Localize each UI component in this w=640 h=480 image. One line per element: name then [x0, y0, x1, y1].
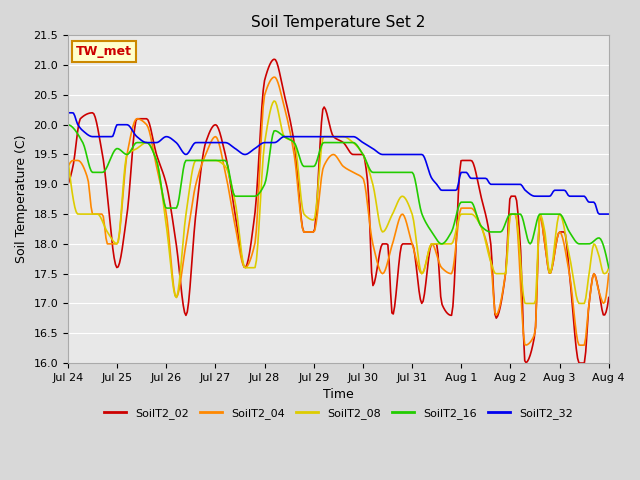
SoilT2_32 — [605, 211, 612, 217]
SoilT2_08 — [241, 264, 248, 270]
SoilT2_02 — [129, 141, 137, 147]
SoilT2_08 — [605, 265, 612, 271]
SoilT2_08 — [129, 147, 137, 153]
SoilT2_32 — [454, 181, 462, 187]
SoilT2_16 — [278, 132, 286, 138]
SoilT2_16 — [457, 199, 465, 205]
SoilT2_16 — [129, 144, 137, 149]
SoilT2_16 — [64, 122, 72, 128]
SoilT2_02 — [577, 360, 584, 366]
SoilT2_02 — [241, 264, 248, 270]
SoilT2_32 — [129, 129, 137, 134]
SoilT2_04 — [64, 164, 72, 169]
SoilT2_16 — [241, 193, 248, 199]
SoilT2_04 — [605, 271, 612, 276]
SoilT2_08 — [270, 98, 278, 104]
SoilT2_04 — [270, 74, 278, 80]
SoilT2_04 — [456, 210, 463, 216]
SoilT2_04 — [458, 205, 466, 211]
Line: SoilT2_32: SoilT2_32 — [68, 113, 609, 214]
Line: SoilT2_16: SoilT2_16 — [68, 125, 609, 268]
SoilT2_32 — [595, 211, 603, 217]
SoilT2_08 — [458, 211, 466, 217]
SoilT2_08 — [64, 157, 72, 163]
Line: SoilT2_04: SoilT2_04 — [68, 77, 609, 345]
SoilT2_02 — [280, 88, 287, 94]
Title: Soil Temperature Set 2: Soil Temperature Set 2 — [252, 15, 426, 30]
SoilT2_32 — [241, 152, 248, 157]
SoilT2_02 — [605, 295, 612, 300]
Line: SoilT2_08: SoilT2_08 — [68, 101, 609, 303]
Text: TW_met: TW_met — [76, 45, 132, 58]
Line: SoilT2_02: SoilT2_02 — [68, 59, 609, 363]
SoilT2_32 — [278, 134, 286, 140]
SoilT2_02 — [406, 241, 413, 247]
SoilT2_04 — [280, 101, 287, 107]
SoilT2_32 — [64, 110, 72, 116]
SoilT2_08 — [522, 300, 530, 306]
X-axis label: Time: Time — [323, 388, 354, 401]
SoilT2_04 — [241, 264, 248, 270]
SoilT2_04 — [577, 342, 584, 348]
SoilT2_02 — [456, 168, 463, 174]
SoilT2_08 — [406, 204, 413, 210]
SoilT2_08 — [456, 213, 463, 219]
SoilT2_16 — [404, 169, 412, 175]
SoilT2_02 — [64, 181, 72, 187]
Legend: SoilT2_02, SoilT2_04, SoilT2_08, SoilT2_16, SoilT2_32: SoilT2_02, SoilT2_04, SoilT2_08, SoilT2_… — [100, 403, 577, 423]
SoilT2_02 — [270, 56, 278, 62]
SoilT2_32 — [404, 152, 412, 157]
Y-axis label: Soil Temperature (C): Soil Temperature (C) — [15, 135, 28, 264]
SoilT2_16 — [454, 204, 462, 210]
SoilT2_16 — [605, 265, 612, 271]
SoilT2_04 — [129, 123, 137, 129]
SoilT2_02 — [458, 157, 466, 163]
SoilT2_04 — [406, 232, 413, 238]
SoilT2_32 — [457, 169, 465, 175]
SoilT2_08 — [280, 132, 287, 138]
